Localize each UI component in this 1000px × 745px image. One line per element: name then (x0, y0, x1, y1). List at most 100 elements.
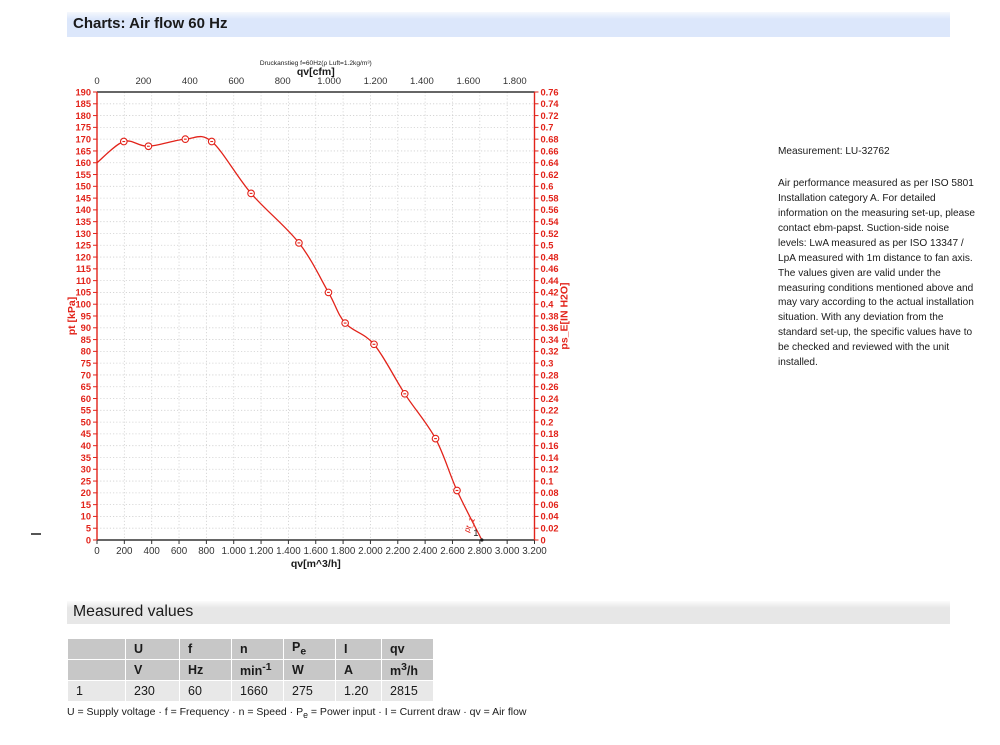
svg-text:0: 0 (94, 76, 99, 87)
svg-text:0.74: 0.74 (541, 99, 560, 109)
svg-text:1.600: 1.600 (303, 546, 328, 557)
svg-text:15: 15 (81, 500, 91, 510)
svg-text:0.54: 0.54 (541, 217, 560, 227)
svg-text:2.800: 2.800 (468, 546, 493, 557)
svg-text:90: 90 (81, 323, 91, 333)
svg-text:130: 130 (75, 229, 91, 239)
svg-text:0.76: 0.76 (541, 87, 559, 97)
svg-text:0: 0 (94, 546, 100, 557)
svg-text:0.24: 0.24 (541, 394, 560, 404)
svg-text:80: 80 (81, 347, 91, 357)
svg-text:0.2: 0.2 (541, 417, 554, 427)
svg-text:0.36: 0.36 (541, 323, 559, 333)
svg-text:200: 200 (116, 546, 133, 557)
svg-text:0.34: 0.34 (541, 335, 560, 345)
svg-text:0.26: 0.26 (541, 382, 559, 392)
svg-text:800: 800 (275, 76, 291, 87)
svg-text:0.64: 0.64 (541, 158, 560, 168)
svg-text:0.14: 0.14 (541, 453, 560, 463)
svg-text:0.66: 0.66 (541, 146, 559, 156)
svg-text:185: 185 (75, 99, 91, 109)
svg-text:1.800: 1.800 (331, 546, 356, 557)
svg-text:1.400: 1.400 (410, 76, 434, 87)
svg-text:30: 30 (81, 465, 91, 475)
svg-text:qv[m^3/h]: qv[m^3/h] (291, 558, 341, 570)
svg-text:400: 400 (182, 76, 198, 87)
svg-text:0.12: 0.12 (541, 465, 559, 475)
svg-text:60: 60 (81, 394, 91, 404)
svg-text:165: 165 (75, 146, 91, 156)
svg-text:55: 55 (81, 406, 91, 416)
svg-text:1.000: 1.000 (221, 546, 246, 557)
svg-text:95: 95 (81, 311, 91, 321)
svg-text:600: 600 (171, 546, 188, 557)
svg-text:0.06: 0.06 (541, 500, 559, 510)
svg-text:35: 35 (81, 453, 91, 463)
svg-text:0.3: 0.3 (541, 358, 554, 368)
svg-text:70: 70 (81, 370, 91, 380)
svg-text:0.04: 0.04 (541, 512, 560, 522)
svg-text:1.400: 1.400 (276, 546, 301, 557)
svg-text:145: 145 (75, 193, 91, 203)
svg-text:120: 120 (75, 252, 91, 262)
svg-text:1.600: 1.600 (456, 76, 480, 87)
svg-text:0.72: 0.72 (541, 111, 559, 121)
svg-text:0.4: 0.4 (541, 300, 555, 310)
svg-text:50: 50 (81, 417, 91, 427)
svg-text:0.52: 0.52 (541, 229, 559, 239)
svg-text:0.08: 0.08 (541, 488, 559, 498)
svg-text:0.58: 0.58 (541, 193, 559, 203)
svg-text:0.44: 0.44 (541, 276, 560, 286)
svg-text:Druckanstieg f=60Hz(ρ Luft=1.2: Druckanstieg f=60Hz(ρ Luft=1.2kg/m³) (260, 60, 372, 67)
svg-text:170: 170 (75, 134, 91, 144)
svg-text:155: 155 (75, 170, 91, 180)
svg-text:10: 10 (81, 512, 91, 522)
svg-text:105: 105 (75, 288, 91, 298)
svg-text:175: 175 (75, 123, 91, 133)
svg-text:2.000: 2.000 (358, 546, 383, 557)
svg-text:0.1: 0.1 (541, 476, 554, 486)
svg-text:0.38: 0.38 (541, 311, 559, 321)
svg-text:0.28: 0.28 (541, 370, 559, 380)
svg-text:0.6: 0.6 (541, 182, 554, 192)
svg-text:2.200: 2.200 (386, 546, 411, 557)
svg-text:5: 5 (86, 524, 91, 534)
svg-text:0: 0 (541, 535, 546, 545)
svg-text:1.800: 1.800 (503, 76, 527, 87)
svg-text:pt [kPa]: pt [kPa] (66, 297, 78, 336)
svg-text:600: 600 (228, 76, 244, 87)
svg-text:200: 200 (135, 76, 151, 87)
svg-text:75: 75 (81, 358, 91, 368)
svg-text:0.16: 0.16 (541, 441, 559, 451)
svg-text:3.000: 3.000 (495, 546, 520, 557)
svg-text:400: 400 (144, 546, 161, 557)
svg-text:135: 135 (75, 217, 91, 227)
svg-text:45: 45 (81, 429, 91, 439)
svg-text:0.56: 0.56 (541, 205, 559, 215)
svg-text:0.18: 0.18 (541, 429, 559, 439)
svg-text:1.200: 1.200 (364, 76, 388, 87)
svg-text:85: 85 (81, 335, 91, 345)
svg-text:125: 125 (75, 241, 91, 251)
svg-text:115: 115 (76, 264, 91, 274)
svg-text:0: 0 (86, 535, 91, 545)
svg-text:190: 190 (75, 87, 91, 97)
svg-text:0.46: 0.46 (541, 264, 559, 274)
svg-text:0.48: 0.48 (541, 252, 559, 262)
svg-text:20: 20 (81, 488, 91, 498)
svg-text:2.400: 2.400 (413, 546, 438, 557)
svg-text:140: 140 (75, 205, 91, 215)
svg-text:150: 150 (75, 182, 91, 192)
svg-text:0.32: 0.32 (541, 347, 559, 357)
svg-text:2.600: 2.600 (440, 546, 465, 557)
svg-text:0.62: 0.62 (541, 170, 559, 180)
svg-text:25: 25 (81, 476, 91, 486)
svg-text:qv[cfm]: qv[cfm] (297, 66, 335, 78)
svg-text:0.68: 0.68 (541, 134, 559, 144)
svg-text:1.200: 1.200 (249, 546, 274, 557)
svg-text:0.5: 0.5 (541, 241, 554, 251)
svg-text:ps_E[IN H2O]: ps_E[IN H2O] (559, 282, 571, 349)
svg-text:160: 160 (75, 158, 91, 168)
svg-text:0.42: 0.42 (541, 288, 559, 298)
svg-text:0.22: 0.22 (541, 406, 559, 416)
